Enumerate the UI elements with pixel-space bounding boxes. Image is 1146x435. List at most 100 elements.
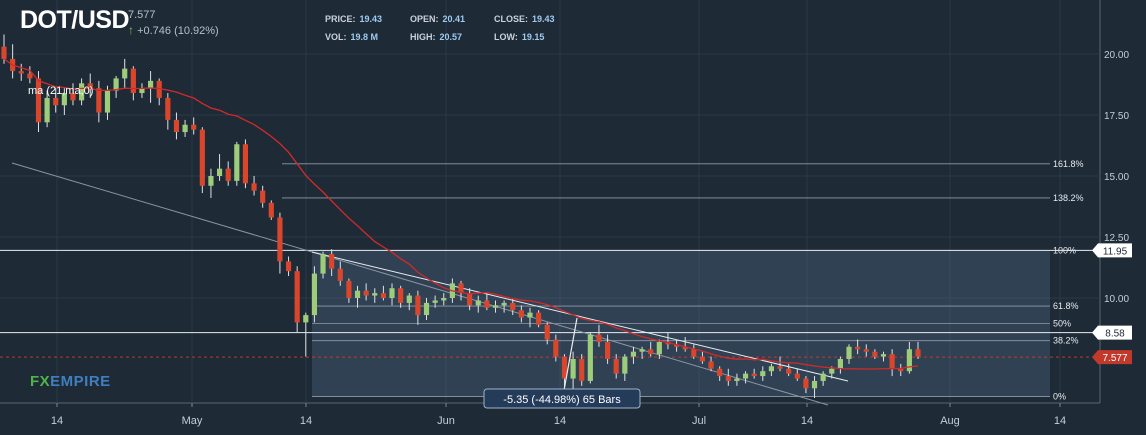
candle-body <box>182 124 188 133</box>
candle-body <box>104 90 111 113</box>
x-tick-label: 14 <box>300 415 312 427</box>
candle-body <box>44 97 50 123</box>
y-tick-label: 10.00 <box>1104 294 1129 305</box>
candle-body <box>53 97 59 106</box>
candle-body <box>87 83 93 89</box>
candle-body <box>760 371 766 377</box>
candle-body <box>432 300 438 303</box>
candle-body <box>354 290 361 298</box>
candle-body <box>337 268 343 281</box>
candle-body <box>915 349 921 357</box>
candle-body <box>492 305 499 308</box>
fib-level-label: 50% <box>1053 319 1071 329</box>
candle-body <box>441 298 447 301</box>
candle-body <box>673 344 680 347</box>
candle-body <box>837 359 843 369</box>
x-tick-label: 14 <box>554 415 566 427</box>
price-tag-label: 8.58 <box>1105 329 1125 340</box>
candle-body <box>863 349 869 352</box>
candle-body <box>794 373 800 379</box>
candle-body <box>147 80 154 89</box>
candle-body <box>898 368 904 372</box>
fib-level-label: 0% <box>1053 392 1066 402</box>
candle-body <box>251 183 257 191</box>
candle-body <box>622 356 628 374</box>
candle-body <box>803 378 809 389</box>
candle-body <box>173 119 180 133</box>
price-tag <box>1092 350 1132 365</box>
candle-body <box>199 129 205 186</box>
x-tick-label: 14 <box>1054 415 1066 427</box>
candle-body <box>35 78 42 123</box>
candle-body <box>518 310 524 318</box>
candle-body <box>260 190 266 203</box>
candle-body <box>501 302 507 306</box>
fib-level-label: 100% <box>1053 245 1076 255</box>
fxempire-logo: FXEMPIRE <box>30 373 111 390</box>
candle-body <box>846 346 852 359</box>
candle-body <box>372 293 378 296</box>
candle-body <box>18 71 24 74</box>
candle-body <box>691 349 697 357</box>
candle-body <box>889 354 895 369</box>
candle-body <box>191 124 197 130</box>
long-trendline <box>11 162 829 406</box>
candle-body <box>406 295 412 303</box>
x-tick-label: Jun <box>437 415 455 427</box>
candle-body <box>604 341 611 359</box>
candle-body <box>139 88 145 94</box>
measure-label: -5.35 (-44.98%) 65 Bars <box>503 394 621 406</box>
y-tick-label: 20.00 <box>1104 50 1129 61</box>
moving-average-line <box>3 58 919 370</box>
candle-body <box>398 288 404 303</box>
candle-body <box>242 144 249 184</box>
fib-level-label: 61.8% <box>1053 301 1079 311</box>
candle-body <box>61 93 67 106</box>
candle-body <box>423 302 430 316</box>
candle-body <box>268 202 274 218</box>
candle-body <box>320 254 326 274</box>
candle-body <box>510 302 516 311</box>
candle-body <box>467 293 473 306</box>
candle-body <box>294 271 300 323</box>
y-tick-label: 12.50 <box>1104 233 1129 244</box>
candle-body <box>303 315 309 323</box>
candle-body <box>725 376 731 381</box>
candle-body <box>648 349 654 355</box>
candle-body <box>570 359 576 379</box>
candle-body <box>630 351 637 357</box>
x-tick-label: 14 <box>801 415 813 427</box>
y-tick-label: 15.00 <box>1104 172 1129 183</box>
x-tick-label: 14 <box>51 415 63 427</box>
fib-level-label: 161.8% <box>1053 159 1084 169</box>
candle-body <box>656 341 662 355</box>
candle-body <box>699 356 706 362</box>
y-tick-label: 17.50 <box>1104 111 1129 122</box>
x-tick-label: Jul <box>692 415 706 427</box>
candle-body <box>553 339 559 357</box>
candle-body <box>380 293 386 298</box>
candle-body <box>906 349 912 372</box>
candle-body <box>329 254 335 269</box>
fib-level-label: 138.2% <box>1053 193 1084 203</box>
price-tag <box>1092 325 1132 340</box>
price-tag-label: 7.577 <box>1102 353 1127 364</box>
candle-body <box>225 168 231 181</box>
candle-body <box>156 80 162 98</box>
candle-body <box>596 334 602 342</box>
candle-body <box>820 373 826 381</box>
candle-body <box>208 176 214 186</box>
candle-body <box>285 261 292 272</box>
candle-body <box>639 349 645 352</box>
candle-body <box>113 78 119 91</box>
candle-body <box>536 312 542 325</box>
candle-body <box>717 368 723 377</box>
candle-body <box>484 300 490 308</box>
candle-body <box>613 359 619 374</box>
candle-body <box>122 68 128 79</box>
candle-body <box>1 46 7 59</box>
candle-body <box>880 354 887 357</box>
x-tick-label: Aug <box>940 415 960 427</box>
candle-body <box>527 312 533 318</box>
